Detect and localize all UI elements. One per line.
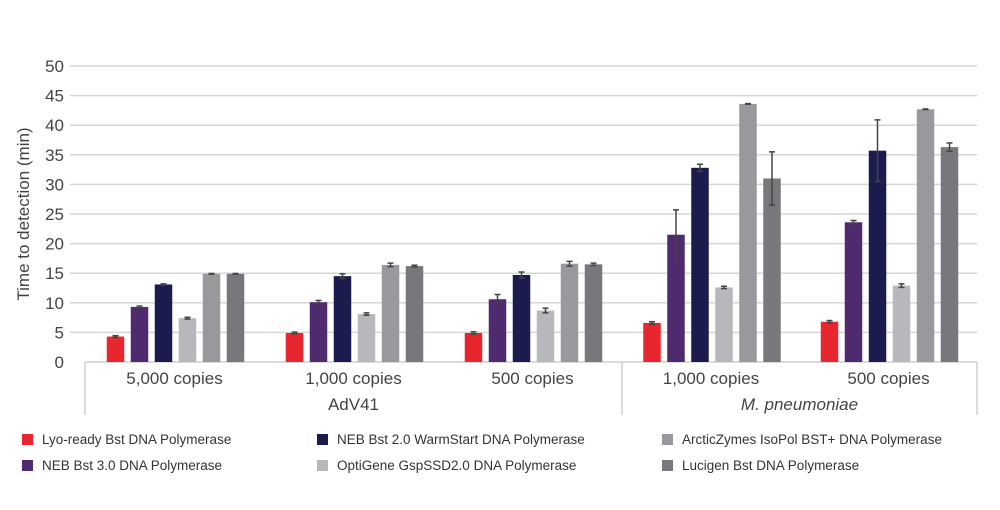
- bar: [584, 264, 603, 362]
- bar: [309, 302, 328, 362]
- bar-chart: 0 5 10 15 20 25 30 35 40 45 50 Time to detection (m…: [14, 57, 978, 415]
- x-category-label: 1,000 copies: [663, 369, 759, 388]
- bar: [285, 332, 304, 362]
- bar: [868, 150, 887, 362]
- legend-label: Lucigen Bst DNA Polymerase: [682, 458, 860, 473]
- legend-label: NEB Bst 2.0 WarmStart DNA Polymerase: [337, 432, 585, 447]
- bar: [643, 322, 661, 362]
- legend-label: OptiGene GspSSD2.0 DNA Polymerase: [337, 458, 577, 473]
- bar: [130, 306, 149, 362]
- bar: [512, 274, 531, 362]
- y-tick-label: 15: [45, 264, 64, 283]
- bar: [844, 222, 863, 362]
- y-tick-label: 30: [45, 175, 64, 194]
- legend-item: NEB Bst 3.0 DNA Polymerase: [22, 458, 222, 473]
- x-category-label: 5,000 copies: [126, 369, 222, 388]
- bar: [202, 273, 221, 362]
- y-tick-label: 25: [45, 205, 64, 224]
- bar: [667, 234, 685, 362]
- bar: [106, 336, 125, 362]
- legend-item: Lyo-ready Bst DNA Polymerase: [22, 432, 231, 447]
- x-category-label: 1,000 copies: [305, 369, 401, 388]
- bar: [178, 318, 197, 362]
- y-tick-label: 10: [45, 294, 64, 313]
- y-tick-label: 20: [45, 235, 64, 254]
- legend-item: OptiGene GspSSD2.0 DNA Polymerase: [317, 458, 576, 473]
- y-tick-label: 0: [55, 353, 64, 372]
- legend-item: Lucigen Bst DNA Polymerase: [662, 458, 859, 473]
- bar: [536, 310, 555, 362]
- bar: [381, 264, 400, 362]
- legend-swatch: [22, 460, 33, 471]
- bar: [464, 332, 483, 362]
- bar: [357, 314, 376, 362]
- legend-swatch: [317, 434, 328, 445]
- bar: [691, 167, 709, 362]
- y-tick-label: 50: [45, 57, 64, 76]
- bar: [820, 321, 839, 362]
- bar: [940, 147, 959, 362]
- legend-item: NEB Bst 2.0 WarmStart DNA Polymerase: [317, 432, 585, 447]
- x-category-label: 500 copies: [491, 369, 573, 388]
- x-category-label: 500 copies: [847, 369, 929, 388]
- legend-swatch: [22, 434, 33, 445]
- legend-label: Lyo-ready Bst DNA Polymerase: [42, 432, 232, 447]
- legend-swatch: [662, 434, 673, 445]
- y-tick-label: 40: [45, 116, 64, 135]
- bar: [154, 284, 173, 362]
- y-tick-label: 5: [55, 323, 64, 342]
- group-label: M. pneumoniae: [741, 395, 858, 414]
- bar: [333, 276, 352, 362]
- legend-item: ArcticZymes IsoPol BST+ DNA Polymerase: [662, 432, 942, 447]
- y-axis-label: Time to detection (min): [14, 127, 33, 300]
- legend-swatch: [317, 460, 328, 471]
- bar: [560, 263, 579, 362]
- bar: [226, 273, 245, 362]
- bar: [892, 285, 911, 362]
- bar: [763, 178, 781, 362]
- y-tick-label: 35: [45, 146, 64, 165]
- group-label: AdV41: [328, 395, 379, 414]
- bar: [488, 299, 507, 362]
- legend-swatch: [662, 460, 673, 471]
- y-tick-label: 45: [45, 87, 64, 106]
- bar: [715, 287, 733, 362]
- bar: [739, 103, 757, 362]
- legend-label: ArcticZymes IsoPol BST+ DNA Polymerase: [682, 432, 942, 447]
- bar: [405, 266, 424, 362]
- legend-label: NEB Bst 3.0 DNA Polymerase: [42, 458, 223, 473]
- bar: [916, 109, 935, 362]
